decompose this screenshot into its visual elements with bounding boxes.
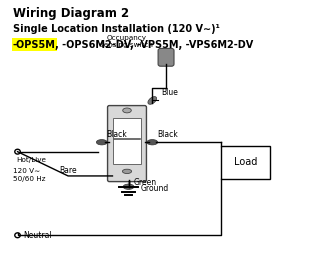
Text: Hot/Live: Hot/Live	[16, 157, 46, 163]
Ellipse shape	[96, 140, 107, 145]
Bar	[221, 146, 270, 179]
Text: Occupancy
sensing switch: Occupancy sensing switch	[100, 35, 153, 48]
Text: Wiring Diagram 2: Wiring Diagram 2	[13, 7, 129, 20]
Ellipse shape	[123, 184, 134, 189]
Text: Load: Load	[234, 157, 257, 167]
Text: 120 V∼
50/60 Hz: 120 V∼ 50/60 Hz	[13, 168, 45, 182]
Text: Blue: Blue	[162, 88, 178, 97]
Text: Green: Green	[133, 178, 156, 187]
Text: Ground: Ground	[141, 183, 169, 193]
Text: Neutral: Neutral	[23, 231, 52, 240]
Text: Bare: Bare	[59, 166, 77, 175]
FancyBboxPatch shape	[158, 49, 174, 66]
Text: , -OPS6M2-DV, -VPS5M, -VPS6M2-DV: , -OPS6M2-DV, -VPS5M, -VPS6M2-DV	[55, 40, 253, 50]
Ellipse shape	[123, 108, 131, 113]
FancyBboxPatch shape	[108, 106, 146, 182]
Ellipse shape	[147, 140, 158, 145]
Text: Black: Black	[106, 130, 127, 139]
Text: -OPS5M: -OPS5M	[13, 40, 56, 50]
Text: Single Location Installation (120 V∼)¹: Single Location Installation (120 V∼)¹	[13, 24, 220, 34]
Ellipse shape	[122, 169, 132, 173]
Text: Black: Black	[157, 130, 178, 139]
Bar	[113, 118, 141, 164]
Ellipse shape	[148, 96, 157, 104]
